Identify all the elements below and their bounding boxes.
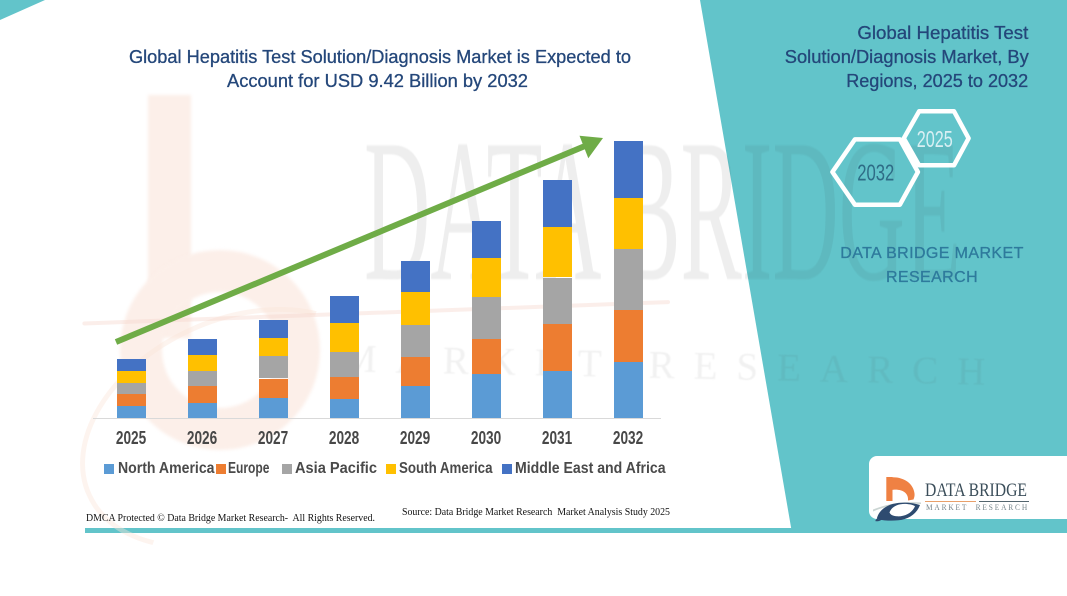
svg-text:2025: 2025 (917, 126, 953, 152)
svg-text:2032: 2032 (857, 160, 894, 186)
